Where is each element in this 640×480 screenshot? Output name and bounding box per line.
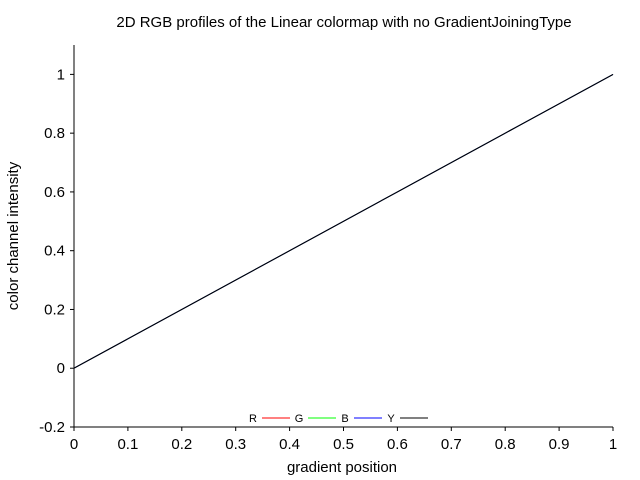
y-tick-label: 0.2 — [44, 301, 65, 318]
legend-label-b: B — [341, 413, 348, 425]
x-tick-label: 0.8 — [495, 436, 516, 453]
x-axis-ticks: 0 0.1 0.2 0.3 0.4 0.5 0.6 0.7 0.8 0.9 1 — [70, 427, 617, 453]
x-tick-label: 0.3 — [225, 436, 246, 453]
y-axis-ticks: -0.2 0 0.2 0.4 0.6 0.8 1 — [39, 66, 74, 436]
x-tick-label: 0.2 — [171, 436, 192, 453]
y-tick-label: -0.2 — [39, 419, 65, 436]
y-tick-label: 0.4 — [44, 243, 65, 260]
y-tick-label: 0.6 — [44, 184, 65, 201]
chart-title: 2D RGB profiles of the Linear colormap w… — [116, 14, 571, 31]
legend-label-y: Y — [387, 413, 395, 425]
x-tick-label: 0.1 — [117, 436, 138, 453]
x-tick-label: 0.7 — [441, 436, 462, 453]
x-tick-label: 0.9 — [549, 436, 570, 453]
y-tick-label: 0 — [57, 360, 65, 377]
legend-label-r: R — [249, 413, 257, 425]
x-tick-label: 0.6 — [387, 436, 408, 453]
y-tick-label: 1 — [57, 66, 65, 83]
series-lines — [73, 73, 614, 369]
y-tick-label: 0.8 — [44, 125, 65, 142]
y-axis-label: color channel intensity — [5, 161, 22, 310]
x-tick-label: 0 — [70, 436, 78, 453]
x-tick-label: 0.5 — [333, 436, 354, 453]
x-tick-label: 0.4 — [279, 436, 300, 453]
series-line-y — [73, 73, 614, 369]
legend-label-g: G — [295, 413, 304, 425]
x-axis-label: gradient position — [287, 459, 397, 476]
x-tick-label: 1 — [609, 436, 617, 453]
